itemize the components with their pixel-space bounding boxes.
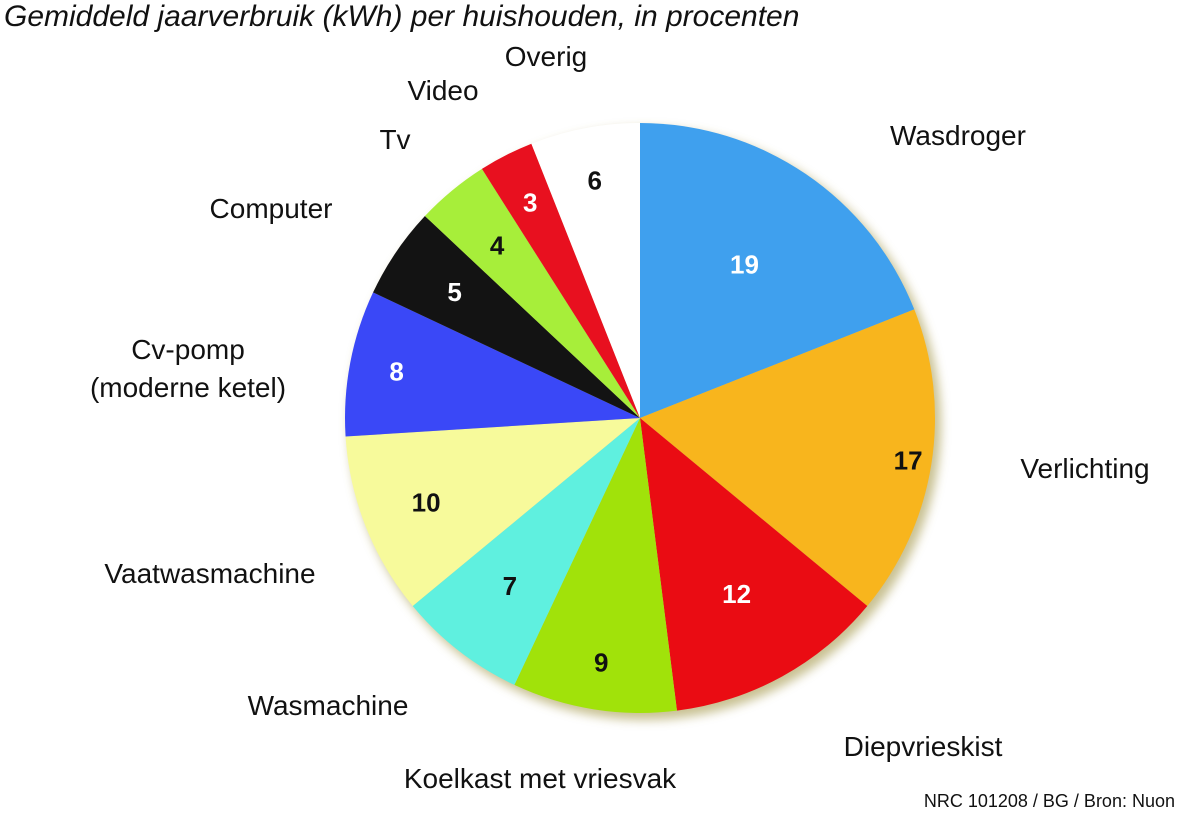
pie-slice <box>373 216 640 418</box>
pie-category-label: Cv-pomp (moderne ketel) <box>90 334 286 403</box>
pie-slice <box>640 309 935 607</box>
pie-value-label: 7 <box>503 571 517 601</box>
pie-category-label: Verlichting <box>1020 453 1149 484</box>
pie-slice <box>481 143 640 418</box>
pie-value-label: 17 <box>894 446 923 476</box>
pie-value-label: 4 <box>490 230 505 260</box>
pie-value-label: 8 <box>389 357 403 387</box>
pie-category-label: Computer <box>210 193 333 224</box>
pie-category-label: Tv <box>379 124 410 155</box>
pie-value-label: 12 <box>722 579 751 609</box>
pie-value-label: 9 <box>594 648 608 678</box>
pie-slice <box>640 418 868 711</box>
pie-category-label: Vaatwasmachine <box>104 558 315 589</box>
chart-title: Gemiddeld jaarverbruik (kWh) per huishou… <box>4 0 800 33</box>
pie-category-label: Video <box>407 75 478 106</box>
pie-value-label: 3 <box>523 188 537 218</box>
pie-category-label: Wasdroger <box>890 120 1026 151</box>
source-note: NRC 101208 / BG / Bron: Nuon <box>923 791 1175 811</box>
pie-category-label: Overig <box>505 41 587 72</box>
pie-slice <box>412 418 640 685</box>
pie-value-labels: 19 17 12 9 7 10 8 543 6 <box>389 165 922 677</box>
pie-category-label: Wasmachine <box>248 690 409 721</box>
pie-slice <box>424 168 640 418</box>
pie-value-label: 10 <box>412 488 441 518</box>
pie-slice <box>344 292 640 437</box>
pie-value-label: 6 <box>587 165 601 195</box>
pie-slice <box>640 123 915 418</box>
pie-category-label: Koelkast met vriesvak <box>404 763 677 794</box>
pie-category-label: Diepvrieskist <box>844 731 1003 762</box>
pie-slice <box>514 418 677 713</box>
pie-value-label: 19 <box>730 249 759 279</box>
pie-slices <box>344 123 935 713</box>
pie-category-labels: Wasdroger Verlichting Diepvrieskist Koelkas… <box>90 41 1150 794</box>
pie-slice <box>531 123 640 418</box>
pie-slice <box>345 418 640 607</box>
pie-value-label: 5 <box>447 277 461 307</box>
